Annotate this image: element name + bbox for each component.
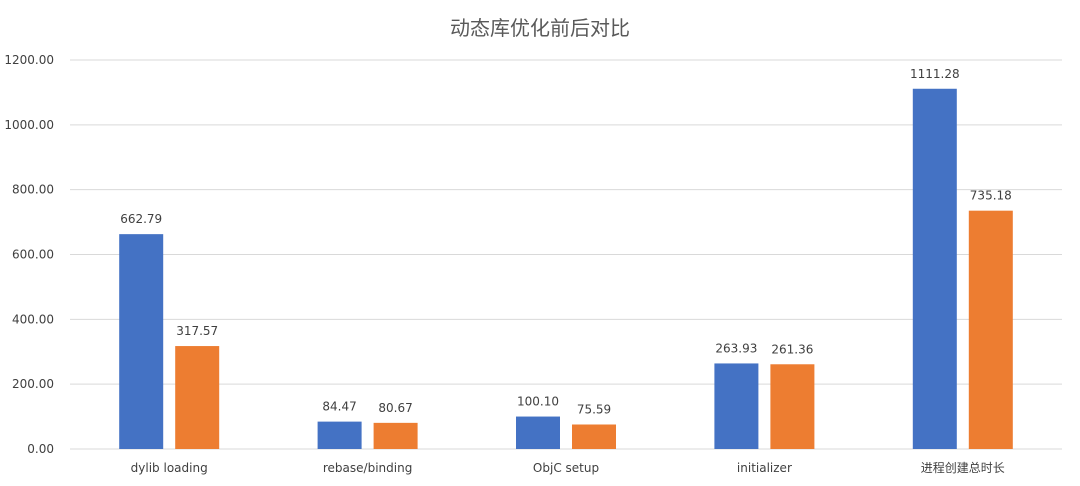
data-label: 317.57 [176, 324, 218, 338]
bar-series1-0 [119, 234, 164, 449]
bar-series1-1 [317, 421, 362, 449]
bars [119, 88, 1013, 449]
data-label: 75.59 [577, 402, 611, 416]
data-labels: 662.79 317.57 84.47 80.67 100.10 75.59 263.93 2… [120, 67, 1012, 417]
data-label: 1111.28 [910, 67, 960, 81]
bar-series2-2 [572, 424, 616, 449]
bar-series2-0 [175, 346, 220, 449]
x-axis-categories: dylib loading rebase/binding ObjC setup ini… [131, 460, 1005, 475]
chart-title: 动态库优化前后对比 [450, 16, 630, 40]
data-label: 735.18 [970, 189, 1012, 203]
data-label: 261.36 [771, 342, 813, 356]
data-label: 662.79 [120, 212, 162, 226]
x-category-label: 进程创建总时长 [921, 460, 1005, 475]
y-tick-label: 400.00 [12, 312, 54, 326]
bar-series1-2 [516, 416, 560, 449]
data-label: 263.93 [715, 341, 757, 355]
y-tick-label: 800.00 [12, 183, 54, 197]
bar-series2-1 [373, 422, 418, 449]
data-label: 84.47 [322, 400, 356, 414]
x-category-label: dylib loading [131, 461, 208, 475]
y-tick-label: 1000.00 [4, 118, 54, 132]
bar-series2-3 [770, 364, 815, 449]
bar-series1-4 [912, 88, 957, 449]
bar-series2-4 [968, 210, 1013, 449]
gridlines [70, 59, 1062, 450]
y-tick-label: 600.00 [12, 248, 54, 262]
y-tick-label: 1200.00 [4, 53, 54, 67]
y-tick-label: 0.00 [27, 442, 54, 456]
x-category-label: ObjC setup [533, 461, 599, 475]
x-category-label: rebase/binding [323, 461, 412, 475]
data-label: 100.10 [517, 395, 559, 409]
data-label: 80.67 [378, 401, 412, 415]
x-category-label: initializer [737, 461, 792, 475]
y-axis-ticks: 0.00 200.00 400.00 600.00 800.00 1000.00 1200.… [4, 53, 54, 456]
bar-series1-3 [714, 363, 759, 449]
y-tick-label: 200.00 [12, 377, 54, 391]
